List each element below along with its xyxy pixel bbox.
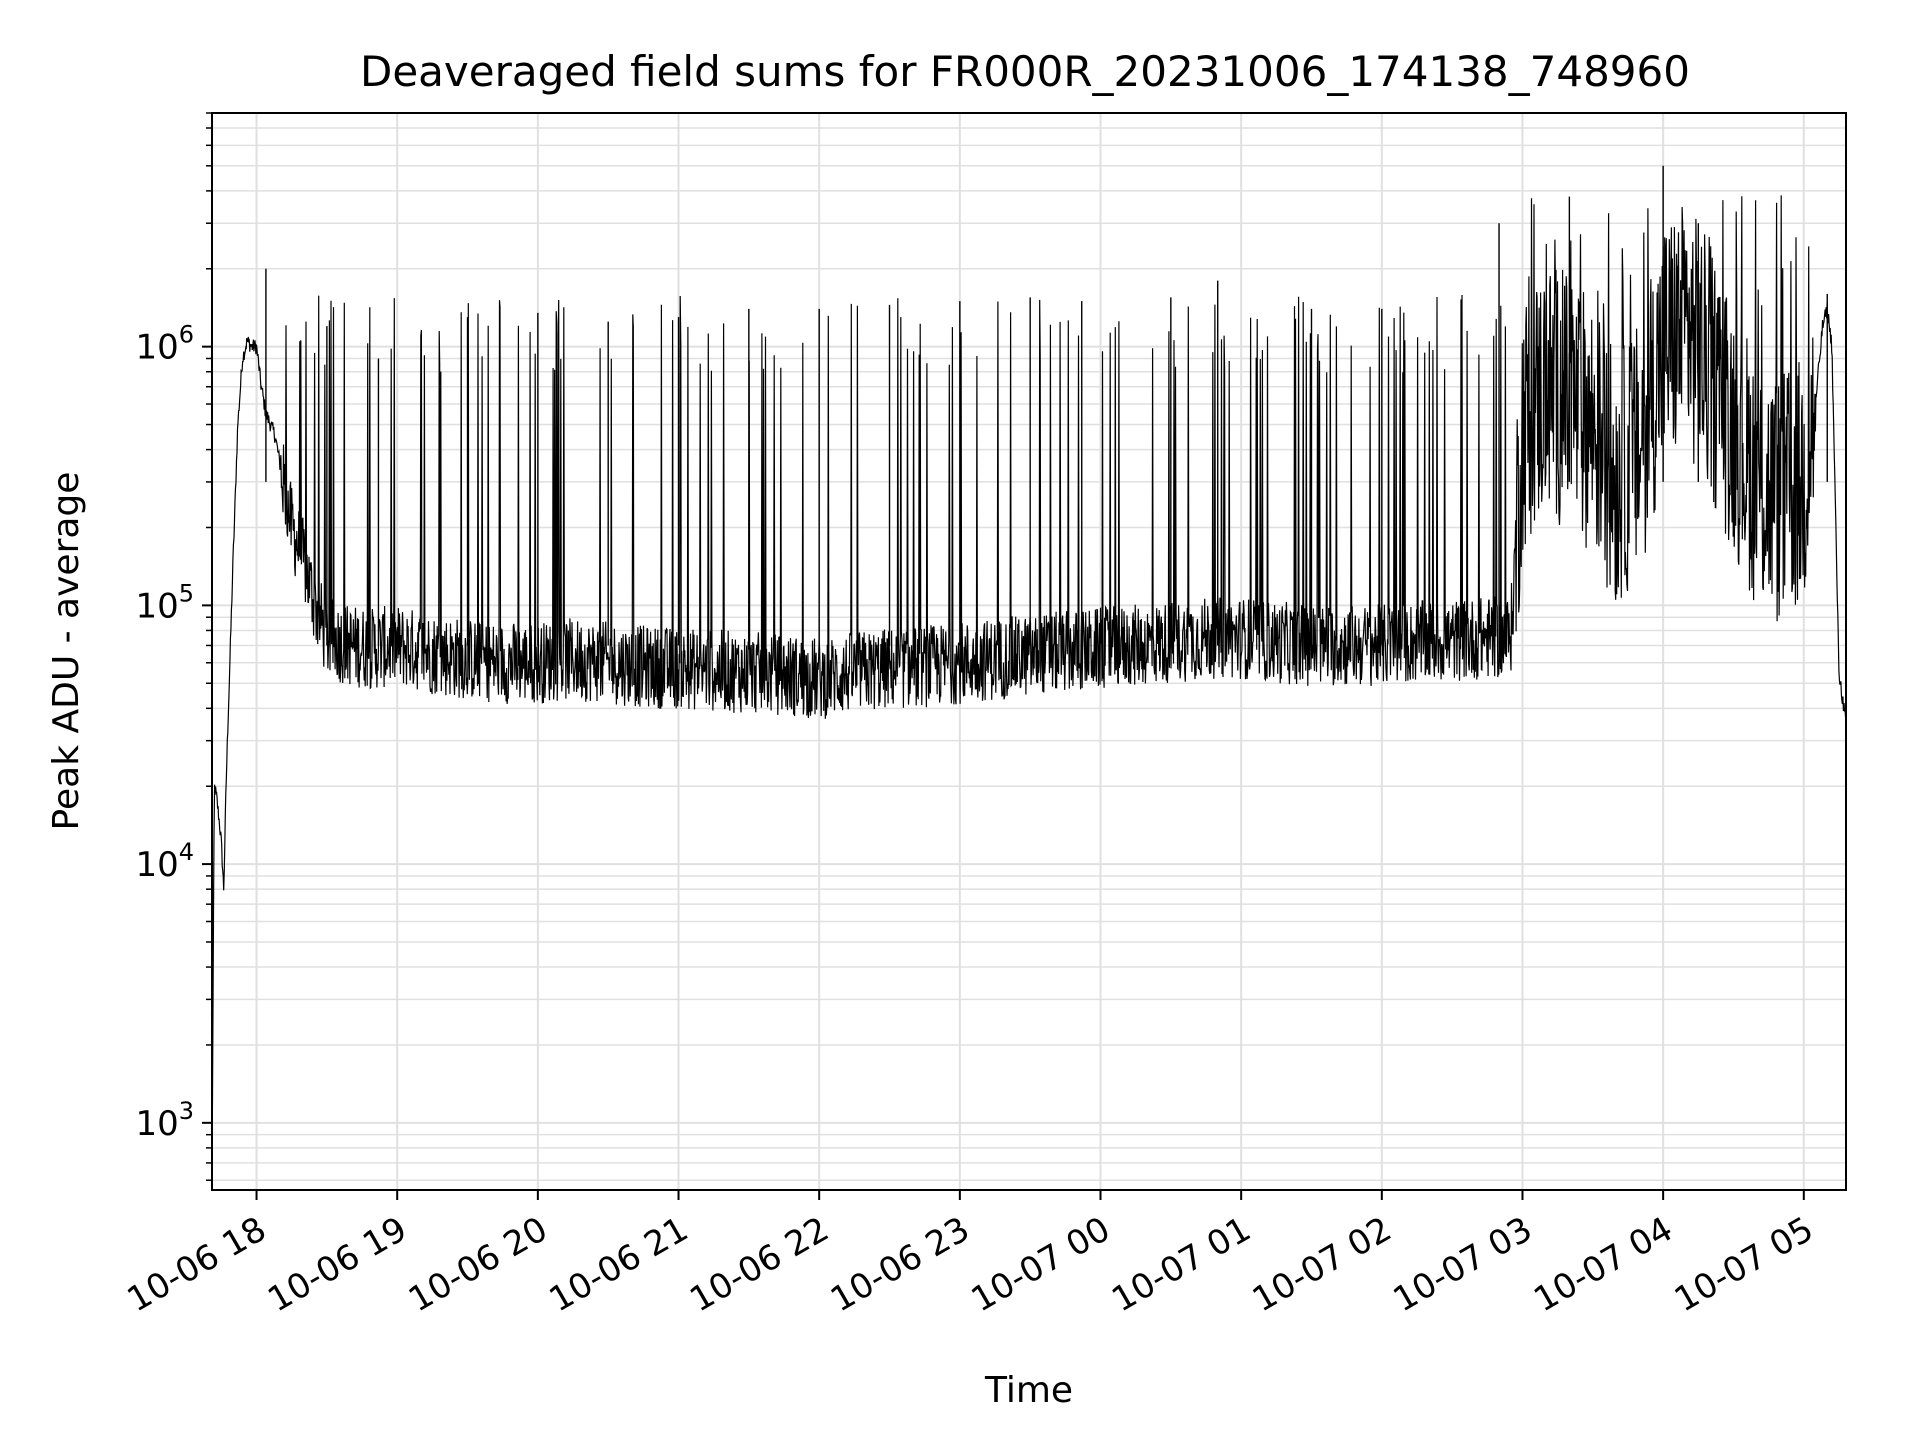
plot-area — [211, 165, 1847, 1178]
series-line — [211, 195, 1847, 1178]
y-axis: 103 104 105 106 — [135, 112, 212, 1181]
x-axis-label: Time — [984, 1370, 1073, 1411]
axes-frame — [211, 112, 1847, 1191]
chart-title: Deaveraged field sums for FR000R_2023100… — [360, 47, 1690, 96]
y-tick-label: 104 — [135, 838, 194, 885]
y-axis-label: Peak ADU - average — [46, 472, 87, 831]
y-tick-label: 105 — [135, 579, 194, 626]
y-tick-label: 106 — [135, 321, 194, 368]
y-tick-label: 103 — [135, 1097, 194, 1144]
